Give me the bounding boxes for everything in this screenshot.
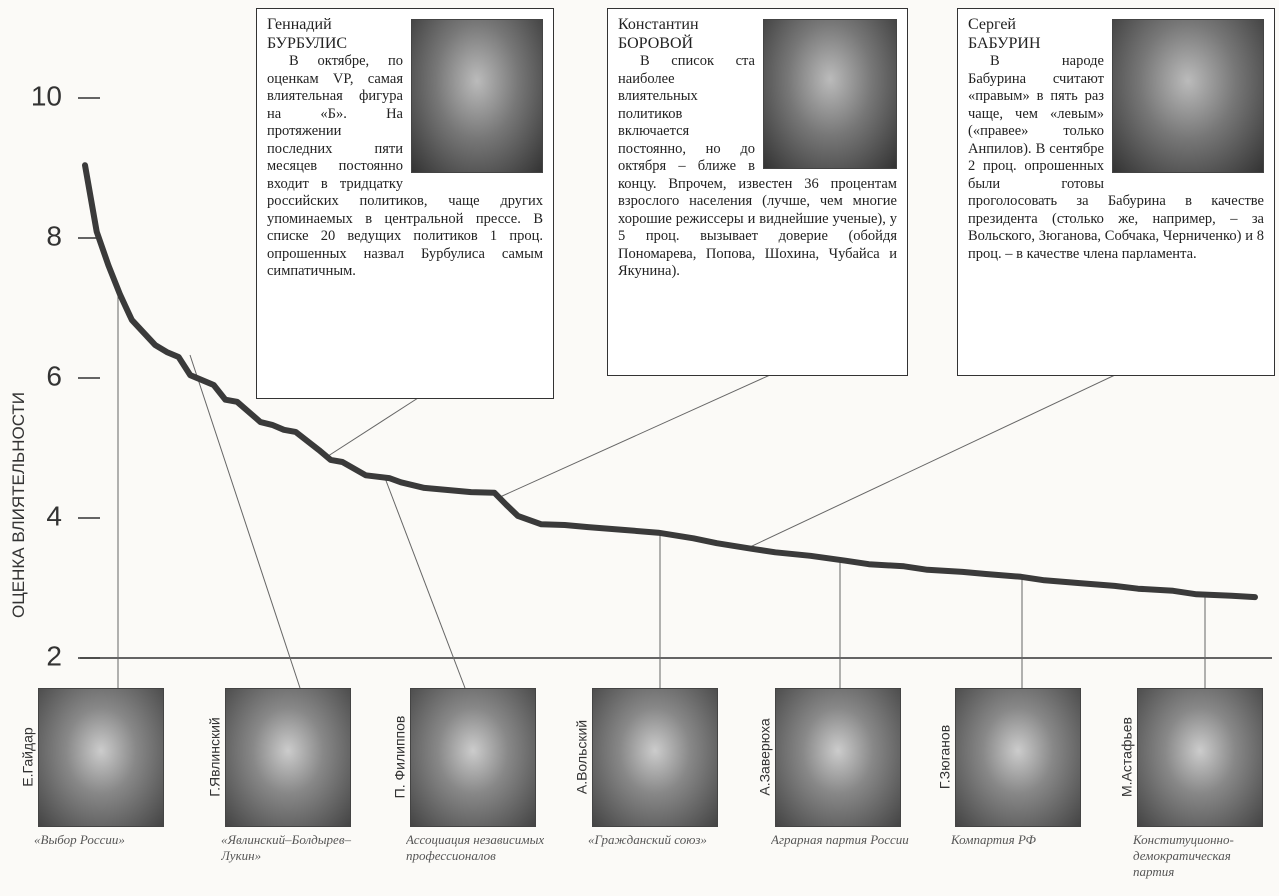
connector: [325, 398, 418, 458]
portrait-photo: [38, 688, 164, 827]
portrait-party: Аграрная партия России: [771, 832, 911, 848]
portrait-photo: [955, 688, 1081, 827]
portrait-name: Г.Зюганов: [937, 725, 953, 789]
portrait-name: М.Астафьев: [1119, 717, 1135, 797]
portrait-party: «Явлинский–Болдырев–Лукин»: [221, 832, 361, 864]
portrait-photo: [410, 688, 536, 827]
portrait-party: «Выбор России»: [34, 832, 174, 848]
connector: [385, 478, 465, 688]
profile-photo: [1112, 19, 1264, 173]
y-tick-label: 2: [46, 640, 62, 671]
y-tick-label: 10: [31, 80, 62, 111]
portrait-photo: [1137, 688, 1263, 827]
portrait-name: Г.Явлинский: [207, 717, 223, 796]
portrait-name: Е.Гайдар: [20, 727, 36, 787]
portrait-photo: [775, 688, 901, 827]
portrait-name: А.Заверюха: [757, 718, 773, 796]
page: ОЦЕНКА ВЛИЯТЕЛЬНОСТИ 2 4 6 8 10 Е.Гайдар Г.Явл…: [0, 0, 1279, 896]
connector: [750, 375, 1115, 547]
portrait-photo: [225, 688, 351, 827]
portrait-party: «Гражданский союз»: [588, 832, 728, 848]
portrait-party: Ассоциация независимых профессионалов: [406, 832, 546, 864]
portrait-name: П. Филиппов: [392, 716, 408, 799]
portrait-photo: [592, 688, 718, 827]
y-tick-label: 6: [46, 360, 62, 391]
y-axis-label: ОЦЕНКА ВЛИЯТЕЛЬНОСТИ: [9, 392, 28, 618]
profile-photo: [411, 19, 543, 173]
profile-photo: [763, 19, 897, 169]
portrait-party: Компартия РФ: [951, 832, 1091, 848]
y-tick-label: 8: [46, 220, 62, 251]
y-tick-label: 4: [46, 500, 62, 531]
portrait-name: А.Вольский: [574, 720, 590, 794]
portrait-party: Конституционно-демократическая партия: [1133, 832, 1271, 880]
